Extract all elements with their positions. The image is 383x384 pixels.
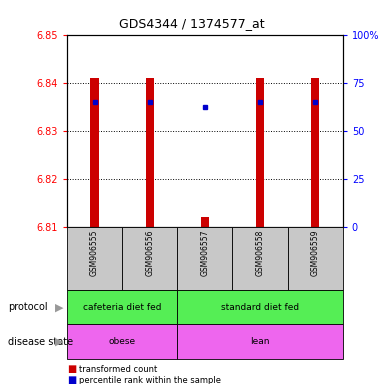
Bar [177,227,232,290]
Text: GSM906556: GSM906556 [145,230,154,276]
Text: ▶: ▶ [55,302,64,312]
Bar [146,78,154,227]
Text: GSM906555: GSM906555 [90,230,99,276]
Text: percentile rank within the sample: percentile rank within the sample [79,376,221,384]
Text: lean: lean [250,337,270,346]
Text: GSM906557: GSM906557 [200,230,210,276]
Text: cafeteria diet fed: cafeteria diet fed [83,303,161,312]
Text: ■: ■ [67,375,76,384]
Text: standard diet fed: standard diet fed [221,303,299,312]
Bar [90,78,99,227]
Text: obese: obese [109,337,136,346]
Bar [67,290,177,324]
Bar [67,227,122,290]
Text: GDS4344 / 1374577_at: GDS4344 / 1374577_at [119,17,264,30]
Text: ▶: ▶ [55,337,64,347]
Bar [201,217,209,227]
Text: GSM906559: GSM906559 [311,230,320,276]
Bar [311,78,319,227]
Bar [288,227,343,290]
Text: disease state: disease state [8,337,73,347]
Bar [122,227,177,290]
Bar [177,290,343,324]
Bar [177,324,343,359]
Text: ■: ■ [67,364,76,374]
Bar [232,227,288,290]
Bar [67,324,177,359]
Text: protocol: protocol [8,302,47,312]
Text: GSM906558: GSM906558 [255,230,265,276]
Text: transformed count: transformed count [79,365,157,374]
Bar [256,78,264,227]
